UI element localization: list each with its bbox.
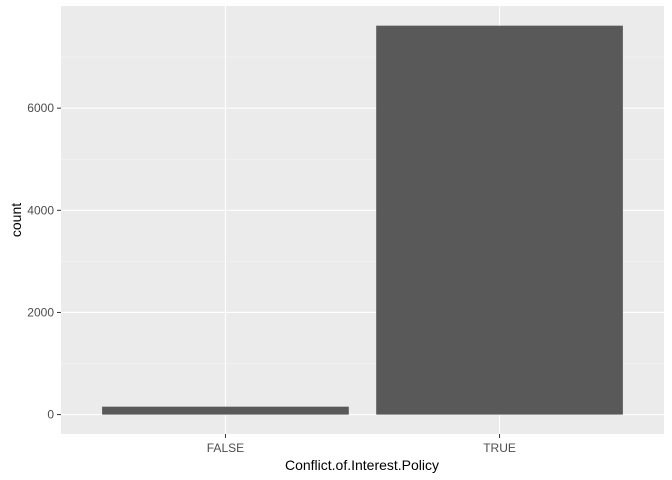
y-tick-label: 2000 [27,305,54,319]
y-axis-ticks: 0 2000 4000 6000 [27,101,61,422]
bar-false [102,406,349,415]
x-axis-title: Conflict.of.Interest.Policy [285,457,439,473]
bars [102,25,623,415]
y-tick-label: 4000 [27,203,54,217]
y-axis-title: count [8,203,24,237]
y-tick-label: 0 [47,408,54,422]
x-tick-label: TRUE [483,441,516,455]
x-tick-label: FALSE [207,441,244,455]
x-axis-ticks: FALSE TRUE [207,434,516,455]
y-tick-label: 6000 [27,101,54,115]
bar-true [376,25,623,415]
